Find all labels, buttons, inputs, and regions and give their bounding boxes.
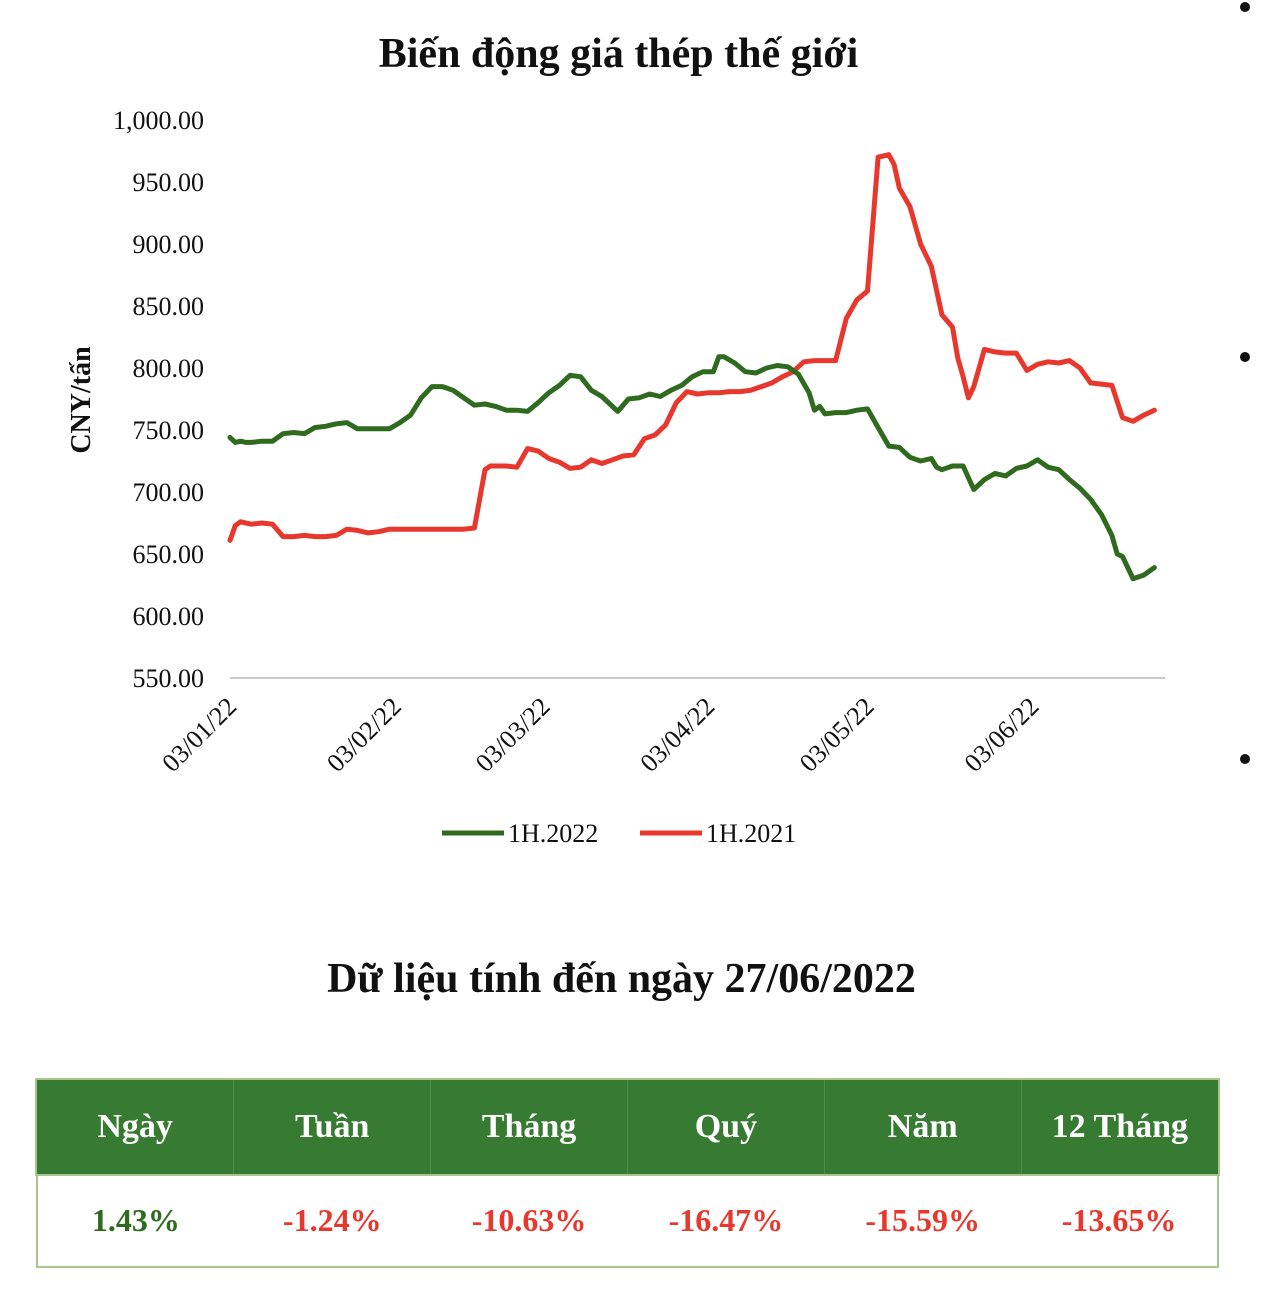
- header-day: Ngày: [37, 1080, 234, 1174]
- y-tick-label: 950.00: [133, 168, 205, 197]
- performance-table: Ngày Tuần Tháng Quý Năm 12 Tháng 1.43% -…: [35, 1078, 1220, 1268]
- x-tick-label: 03/05/22: [794, 692, 880, 778]
- line-chart: 550.00 600.00 650.00 700.00 750.00 800.00 850.…: [66, 106, 1165, 848]
- y-tick-label: 900.00: [133, 230, 205, 259]
- x-tick-label: 03/01/22: [156, 692, 242, 778]
- series-line-1h-2022: [227, 354, 1157, 582]
- chart-title: Biến động giá thép thế giới: [378, 31, 859, 77]
- header-year: Năm: [823, 1080, 1022, 1174]
- data-date-heading: Dữ liệu tính đến ngày 27/06/2022: [327, 956, 916, 1002]
- series-line-1h-2021: [227, 152, 1157, 543]
- performance-values-row: 1.43% -1.24% -10.63% -16.47% -15.59% -13…: [36, 1174, 1219, 1268]
- header-quarter: Quý: [626, 1080, 825, 1174]
- x-tick-label: 03/04/22: [634, 692, 720, 778]
- y-tick-label: 550.00: [133, 664, 205, 693]
- header-month: Tháng: [430, 1080, 628, 1174]
- value-week: -1.24%: [233, 1174, 431, 1268]
- y-tick-label: 700.00: [133, 478, 205, 507]
- value-month: -10.63%: [430, 1174, 628, 1268]
- bullet-dot: [1240, 352, 1250, 362]
- legend-label: 1H.2022: [508, 819, 598, 848]
- y-tick-label: 850.00: [133, 292, 205, 321]
- x-tick-label: 03/02/22: [321, 692, 407, 778]
- bullet-dot: [1240, 2, 1250, 12]
- y-axis-label: CNY/tấn: [66, 346, 97, 454]
- legend-label: 1H.2021: [706, 819, 796, 848]
- performance-header-row: Ngày Tuần Tháng Quý Năm 12 Tháng: [35, 1078, 1220, 1176]
- bullet-dot: [1240, 754, 1250, 764]
- value-quarter: -16.47%: [627, 1174, 825, 1268]
- y-tick-label: 600.00: [133, 602, 205, 631]
- y-tick-label: 750.00: [133, 416, 205, 445]
- y-tick-label: 800.00: [133, 354, 205, 383]
- value-day: 1.43%: [36, 1174, 234, 1268]
- y-tick-label: 1,000.00: [113, 106, 204, 135]
- value-year: -15.59%: [824, 1174, 1022, 1268]
- value-12-months: -13.65%: [1021, 1174, 1219, 1268]
- header-12-months: 12 Tháng: [1020, 1080, 1218, 1174]
- y-tick-label: 650.00: [133, 540, 205, 569]
- x-tick-label: 03/06/22: [959, 692, 1045, 778]
- header-week: Tuần: [233, 1080, 431, 1174]
- x-tick-label: 03/03/22: [470, 692, 556, 778]
